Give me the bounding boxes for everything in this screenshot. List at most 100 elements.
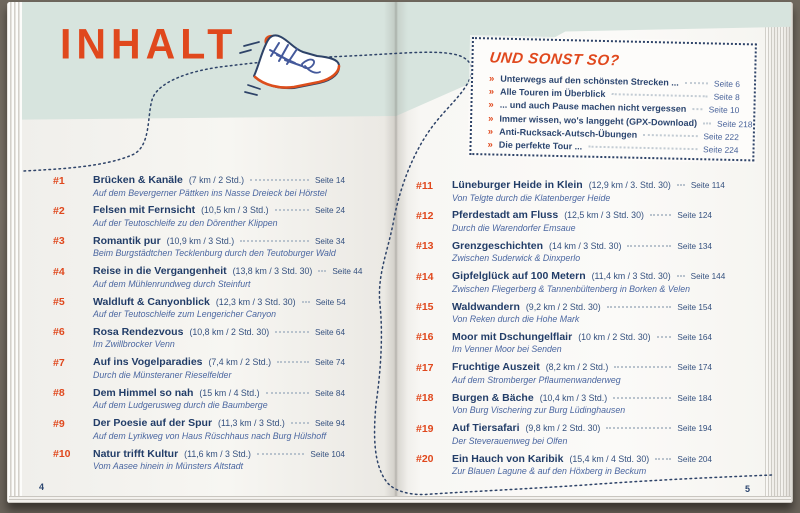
page-edge-stack-right (765, 2, 793, 503)
entry-subtitle: Beim Burgstädtchen Tecklenburg durch den… (93, 248, 336, 259)
toc-entry: #4 Reise in die Vergangenheit (13,8 km /… (53, 265, 362, 295)
entry-number: #14 (416, 270, 434, 283)
toc-entry: #8 Dem Himmel so nah (15 km / 4 Std.) Se… (53, 387, 345, 417)
entry-subtitle: Zur Blauen Lagune & auf den Höxberg in B… (452, 466, 647, 477)
entry-page-ref: Seite 74 (314, 358, 345, 368)
entry-title: Moor mit Dschungelflair (452, 330, 573, 343)
entry-distance-duration: (8,2 km / 2 Std.) (545, 362, 609, 373)
sidebox-item-page-ref: Seite 224 (703, 144, 739, 156)
sidebox-item-page-ref: Seite 218 (716, 118, 753, 129)
entry-number: #4 (53, 265, 65, 278)
entry-distance-duration: (10,5 km / 3 Std.) (201, 205, 269, 216)
toc-entry: #9 Der Poesie auf der Spur (11,3 km / 3 … (53, 417, 345, 447)
entry-number: #1 (53, 174, 65, 187)
book-spine-gutter (384, 2, 408, 496)
toc-entry: #11 Lüneburger Heide in Klein (12,9 km /… (416, 179, 725, 209)
sidebox-item-page-ref: Seite 10 (708, 104, 740, 116)
entry-subtitle: Durch die Warendorfer Emsaue (452, 222, 576, 233)
toc-entry: #16 Moor mit Dschungelflair (10 km / 2 S… (416, 331, 712, 361)
entry-subtitle: Im Zwillbrocker Venn (93, 339, 175, 350)
toc-entry: #7 Auf ins Vogelparadies (7,4 km / 2 Std… (53, 356, 345, 386)
entry-subtitle: Vom Aasee hinein in Münsters Altstadt (93, 461, 244, 472)
toc-list-right: #11 Lüneburger Heide in Klein (12,9 km /… (416, 179, 725, 483)
entry-page-ref: Seite 14 (314, 176, 345, 185)
entry-distance-duration: (10,8 km / 2 Std. 30) (189, 326, 270, 337)
entry-page-ref: Seite 84 (314, 388, 345, 398)
toc-entry: #2 Felsen mit Fernsicht (10,5 km / 3 Std… (53, 204, 345, 234)
entry-distance-duration: (11,6 km / 3 Std.) (184, 448, 251, 459)
entry-page-ref: Seite 44 (332, 267, 363, 277)
entry-distance-duration: (15 km / 4 Std.) (199, 387, 260, 398)
dotted-leader (676, 184, 685, 186)
toc-entry: #10 Natur trifft Kultur (11,6 km / 3 Std… (53, 448, 345, 478)
toc-entry: #3 Romantik pur (10,9 km / 3 Std.) Seite… (53, 235, 345, 265)
sidebox-list: » Unterwegs auf den schönsten Strecken .… (487, 73, 752, 158)
entry-number: #16 (416, 331, 434, 344)
chevron-right-icon: » (487, 126, 494, 138)
entry-number: #13 (416, 240, 434, 253)
dotted-leader (614, 366, 672, 369)
entry-subtitle: Zwischen Suderwick & Dinxperlo (452, 253, 581, 264)
entry-page-ref: Seite 34 (314, 236, 345, 246)
entry-distance-duration: (12,5 km / 3 Std. 30) (564, 210, 644, 221)
entry-title: Waldwandern (452, 300, 520, 313)
sidebox-item-page-ref: Seite 222 (703, 131, 739, 142)
entry-page-ref: Seite 64 (314, 327, 345, 337)
entry-subtitle: Auf der Teutoschleife zum Lengericher Ca… (93, 309, 277, 320)
dotted-leader (655, 457, 672, 460)
entry-page-ref: Seite 164 (677, 332, 712, 342)
entry-subtitle: Auf der Teutoschleife zu den Dörenther K… (93, 217, 278, 228)
dotted-leader (265, 391, 309, 394)
entry-distance-duration: (10,4 km / 3 Std.) (539, 392, 608, 403)
dotted-leader (274, 209, 309, 212)
entry-distance-duration: (12,3 km / 3 Std. 30) (215, 296, 296, 307)
entry-number: #10 (53, 448, 71, 461)
page-title: INHALT (60, 20, 238, 68)
dotted-leader (256, 452, 305, 455)
chevron-right-icon: » (488, 112, 494, 125)
entry-subtitle: Auf dem Ludgerusweg durch die Baumberge (93, 400, 268, 411)
entry-page-ref: Seite 174 (677, 363, 712, 373)
toc-entry: #14 Gipfelglück auf 100 Metern (11,4 km … (416, 270, 725, 300)
dotted-leader (649, 214, 672, 217)
entry-number: #19 (416, 422, 434, 435)
entry-subtitle: Von Reken durch die Hohe Mark (452, 314, 580, 325)
entry-distance-duration: (12,9 km / 3. Std. 30) (588, 180, 671, 190)
entry-number: #18 (416, 392, 434, 405)
chevron-right-icon: » (488, 99, 494, 111)
entry-subtitle: Durch die Münsteraner Rieselfelder (93, 369, 232, 380)
dotted-leader (676, 275, 685, 278)
dotted-leader (240, 239, 309, 242)
dotted-leader (318, 270, 327, 273)
entry-distance-duration: (11,3 km / 3 Std.) (218, 418, 285, 429)
dotted-leader (703, 121, 712, 125)
entry-title: Grenzgeschichten (452, 239, 544, 252)
entry-title: Dem Himmel so nah (93, 386, 194, 399)
toc-entry: #13 Grenzgeschichten (14 km / 3 Std. 30)… (416, 240, 712, 270)
entry-number: #11 (416, 179, 433, 192)
toc-entry: #20 Ein Hauch von Karibik (15,4 km / 4 S… (416, 453, 712, 483)
entry-number: #17 (416, 361, 434, 374)
page-number-right: 5 (745, 484, 751, 494)
entry-number: #5 (53, 296, 65, 309)
entry-distance-duration: (9,8 km / 2 Std. 30) (525, 423, 601, 434)
entry-number: #8 (53, 387, 65, 400)
entry-distance-duration: (11,4 km / 3 Std. 30) (591, 271, 671, 282)
entry-title: Felsen mit Fernsicht (93, 204, 196, 217)
entry-page-ref: Seite 54 (315, 297, 346, 307)
entry-title: Der Poesie auf der Spur (93, 417, 213, 430)
dotted-leader (275, 330, 309, 333)
entry-subtitle: Von Burg Vischering zur Burg Lüdinghause… (452, 405, 626, 416)
entry-page-ref: Seite 144 (690, 272, 726, 282)
sidebox-item-label: Die perfekte Tour ... (498, 139, 583, 152)
entry-page-ref: Seite 124 (677, 211, 712, 221)
entry-title: Romantik pur (93, 234, 161, 247)
entry-subtitle: Von Telgte durch die Klatenberger Heide (452, 192, 611, 203)
dotted-leader (606, 305, 672, 308)
entry-page-ref: Seite 94 (314, 419, 345, 429)
entry-distance-duration: (7,4 km / 2 Std.) (208, 357, 272, 368)
entry-number: #2 (53, 204, 65, 217)
entry-title: Rosa Rendezvous (93, 325, 184, 338)
entry-title: Lüneburger Heide in Klein (452, 179, 583, 191)
